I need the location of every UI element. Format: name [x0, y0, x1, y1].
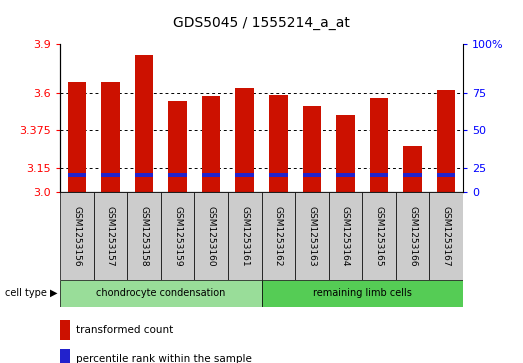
Text: GSM1253165: GSM1253165 — [374, 205, 383, 266]
Text: percentile rank within the sample: percentile rank within the sample — [76, 354, 252, 363]
Text: GSM1253166: GSM1253166 — [408, 205, 417, 266]
Bar — [135, 172, 153, 177]
Bar — [403, 172, 422, 177]
Bar — [235, 88, 254, 192]
Bar — [269, 95, 288, 192]
Bar — [161, 192, 195, 280]
Bar — [60, 280, 262, 307]
Text: GSM1253163: GSM1253163 — [308, 205, 316, 266]
Bar — [94, 192, 127, 280]
Bar — [228, 192, 262, 280]
Bar — [295, 192, 328, 280]
Bar — [269, 172, 288, 177]
Bar — [60, 192, 94, 280]
Bar — [303, 106, 321, 192]
Bar — [127, 192, 161, 280]
Bar — [67, 82, 86, 192]
Bar — [437, 90, 456, 192]
Bar — [195, 192, 228, 280]
Bar — [262, 280, 463, 307]
Text: GSM1253158: GSM1253158 — [140, 205, 149, 266]
Bar — [328, 192, 362, 280]
Bar — [101, 172, 120, 177]
Bar — [168, 172, 187, 177]
Bar — [362, 192, 396, 280]
Bar — [336, 115, 355, 192]
Bar — [396, 192, 429, 280]
Text: chondrocyte condensation: chondrocyte condensation — [96, 288, 225, 298]
Bar — [429, 192, 463, 280]
Bar — [370, 172, 388, 177]
Bar — [202, 172, 220, 177]
Bar — [336, 172, 355, 177]
Text: cell type ▶: cell type ▶ — [5, 288, 58, 298]
Bar — [101, 82, 120, 192]
Bar — [403, 146, 422, 192]
Text: GSM1253160: GSM1253160 — [207, 205, 215, 266]
Bar — [60, 349, 70, 363]
Text: GSM1253157: GSM1253157 — [106, 205, 115, 266]
Bar — [370, 98, 388, 192]
Text: GSM1253156: GSM1253156 — [72, 205, 82, 266]
Bar — [168, 101, 187, 192]
Bar — [202, 97, 220, 192]
Text: transformed count: transformed count — [76, 325, 174, 335]
Bar — [262, 192, 295, 280]
Text: GDS5045 / 1555214_a_at: GDS5045 / 1555214_a_at — [173, 16, 350, 30]
Bar — [60, 320, 70, 340]
Text: GSM1253159: GSM1253159 — [173, 205, 182, 266]
Text: GSM1253162: GSM1253162 — [274, 206, 283, 266]
Bar — [437, 172, 456, 177]
Bar — [67, 172, 86, 177]
Text: GSM1253161: GSM1253161 — [240, 205, 249, 266]
Bar — [135, 55, 153, 192]
Text: remaining limb cells: remaining limb cells — [313, 288, 412, 298]
Text: GSM1253164: GSM1253164 — [341, 206, 350, 266]
Bar — [303, 172, 321, 177]
Text: GSM1253167: GSM1253167 — [441, 205, 451, 266]
Bar — [235, 172, 254, 177]
